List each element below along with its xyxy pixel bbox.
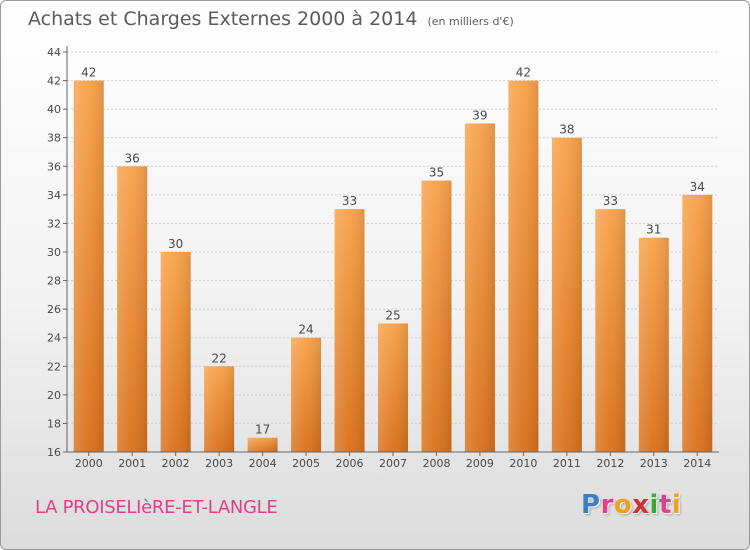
bar-shine-2004 <box>247 437 278 452</box>
x-tick-label: 2007 <box>379 457 407 470</box>
x-tick-label: 2001 <box>118 457 146 470</box>
logo-letter: i <box>649 490 659 520</box>
logo-letter: P <box>581 490 601 520</box>
x-tick-label: 2005 <box>292 457 320 470</box>
data-label-2001: 36 <box>125 151 140 165</box>
y-tick-label: 22 <box>47 360 61 373</box>
x-tick-label: 2008 <box>422 457 450 470</box>
data-label-2009: 39 <box>472 108 487 122</box>
y-tick-label: 20 <box>47 389 61 402</box>
proxiti-logo[interactable]: Proxiti <box>581 490 681 520</box>
y-tick-label: 36 <box>47 160 61 173</box>
x-tick-label: 2011 <box>553 457 581 470</box>
y-tick-label: 18 <box>47 417 61 430</box>
bar-shine-2008 <box>421 180 452 453</box>
data-label-2003: 22 <box>211 351 226 365</box>
y-tick-label: 38 <box>47 132 61 145</box>
y-tick-label: 16 <box>47 446 61 459</box>
bar-shine-2001 <box>117 166 148 453</box>
x-tick-label: 2006 <box>336 457 364 470</box>
logo-letter: o <box>613 490 633 520</box>
x-tick-label: 2014 <box>683 457 711 470</box>
y-tick-label: 24 <box>47 332 61 345</box>
data-label-2014: 34 <box>690 180 705 194</box>
y-tick-label: 42 <box>47 75 61 88</box>
data-labels: 42 36 30 22 17 24 33 25 35 39 42 38 33 31 34 <box>81 66 705 437</box>
bars <box>73 80 713 453</box>
bar-shine-2000 <box>73 80 104 453</box>
bar-shine-2009 <box>464 123 495 452</box>
bar-shine-2005 <box>291 337 322 452</box>
data-label-2006: 33 <box>342 194 357 208</box>
axes: 16 18 20 22 24 26 28 30 32 34 36 38 40 42 44 2000 2001 20… <box>47 46 719 470</box>
bar-shine-2003 <box>204 366 235 452</box>
chart-title-text: Achats et Charges Externes 2000 à 2014 <box>28 8 418 30</box>
x-tick-label: 2013 <box>640 457 668 470</box>
chart-title: Achats et Charges Externes 2000 à 2014 (e… <box>28 8 514 30</box>
y-tick-label: 34 <box>47 189 61 202</box>
x-tick-label: 2003 <box>205 457 233 470</box>
data-label-2002: 30 <box>168 237 183 251</box>
data-label-2012: 33 <box>603 194 618 208</box>
x-tick-label: 2009 <box>466 457 494 470</box>
data-label-2011: 38 <box>559 123 574 137</box>
data-label-2007: 25 <box>385 308 400 322</box>
x-tick-label: 2000 <box>75 457 103 470</box>
bar-shine-2002 <box>160 252 191 452</box>
logo-letter: i <box>671 490 682 520</box>
logo-letter: r <box>600 490 614 520</box>
y-tick-label: 28 <box>47 275 61 288</box>
bar-shine-2006 <box>334 209 365 452</box>
y-tick-label: 40 <box>47 103 61 116</box>
logo-letter: x <box>632 490 650 520</box>
y-tick-label: 30 <box>47 246 61 259</box>
commune-name: LA PROISELIèRE-ET-LANGLE <box>35 497 278 518</box>
bar-shine-2014 <box>682 194 713 452</box>
bar-shine-2012 <box>595 209 626 452</box>
y-tick-label: 26 <box>47 303 61 316</box>
y-tick-label: 44 <box>47 46 61 59</box>
y-tick-label: 32 <box>47 217 61 230</box>
bar-shine-2010 <box>508 80 539 453</box>
bar-shine-2013 <box>638 237 669 452</box>
bar-shine-2007 <box>378 323 408 452</box>
data-label-2010: 42 <box>516 66 531 80</box>
x-tick-label: 2002 <box>162 457 190 470</box>
data-label-2004: 17 <box>255 423 270 437</box>
data-label-2005: 24 <box>298 323 313 337</box>
data-label-2013: 31 <box>646 223 661 237</box>
data-label-2008: 35 <box>429 166 444 180</box>
bar-shine-2011 <box>551 137 582 452</box>
data-label-2000: 42 <box>81 66 96 80</box>
chart-subtitle: (en milliers d'€) <box>427 15 514 28</box>
logo-letter: t <box>658 490 672 520</box>
x-tick-label: 2010 <box>509 457 537 470</box>
x-tick-label: 2012 <box>596 457 624 470</box>
x-tick-label: 2004 <box>249 457 277 470</box>
